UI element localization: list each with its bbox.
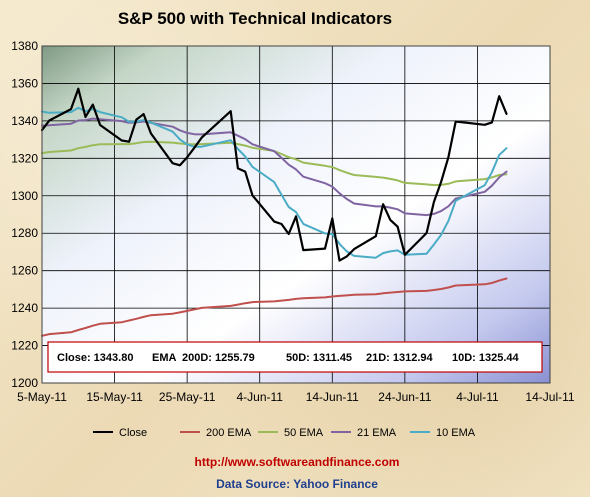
series-line-close [40,87,508,262]
legend-label-10-ema: 10 EMA [436,427,476,439]
footer-url: http://www.softwareandfinance.com [195,455,400,469]
y-tick-label: 1220 [11,339,38,353]
info-box: Close: 1343.80 EMA 200D: 1255.79 50D: 13… [47,341,543,373]
y-tick-label: 1200 [11,376,38,390]
legend-label-21-ema: 21 EMA [357,427,397,439]
footer-source: Data Source: Yahoo Finance [216,477,378,491]
y-tick-label: 1300 [11,189,38,203]
y-tick-label: 1280 [11,226,38,240]
y-tick-label: 1260 [11,264,38,278]
x-tick-label: 5-May-11 [17,390,67,404]
x-tick-label: 24-Jun-11 [378,390,431,404]
info-box-frame [47,341,543,373]
chart-title: S&P 500 with Technical Indicators [118,9,392,28]
plot-border [41,45,551,384]
x-axis-ticks: 5-May-11 15-May-11 25-May-11 4-Jun-11 14-Jun… [17,390,575,404]
x-tick-label: 4-Jul-11 [456,390,499,404]
x-tick-label: 14-Jun-11 [306,390,359,404]
y-tick-label: 1320 [11,151,38,165]
legend-label-50-ema: 50 EMA [284,427,324,439]
x-tick-label: 25-May-11 [159,390,216,404]
legend: Close 200 EMA 50 EMA 21 EMA 10 EMA [93,427,476,439]
legend-label-200-ema: 200 EMA [206,427,252,439]
plot-area [42,46,550,383]
y-tick-label: 1240 [11,301,38,315]
info-ema: EMA [152,352,177,364]
info-ema50: 50D: 1311.45 [286,352,352,364]
x-tick-label: 14-Jul-11 [525,390,574,404]
y-tick-label: 1360 [11,76,38,90]
series-line-50-ema [41,140,508,187]
info-ema10: 10D: 1325.44 [452,352,520,364]
series-line-10-ema [41,106,508,259]
y-tick-label: 1340 [11,114,38,128]
legend-label-close: Close [119,427,147,439]
info-close: Close: 1343.80 [57,352,133,364]
info-ema200: 200D: 1255.79 [182,352,255,364]
x-tick-label: 15-May-11 [86,390,143,404]
series-lines [40,87,508,337]
info-ema21: 21D: 1312.94 [366,352,434,364]
x-tick-label: 4-Jun-11 [236,390,283,404]
y-axis-ticks: 1200 1220 1240 1260 1280 1300 1320 1340 1360 1380 [11,39,38,390]
series-line-200-ema [41,277,508,337]
y-tick-label: 1380 [11,39,38,53]
